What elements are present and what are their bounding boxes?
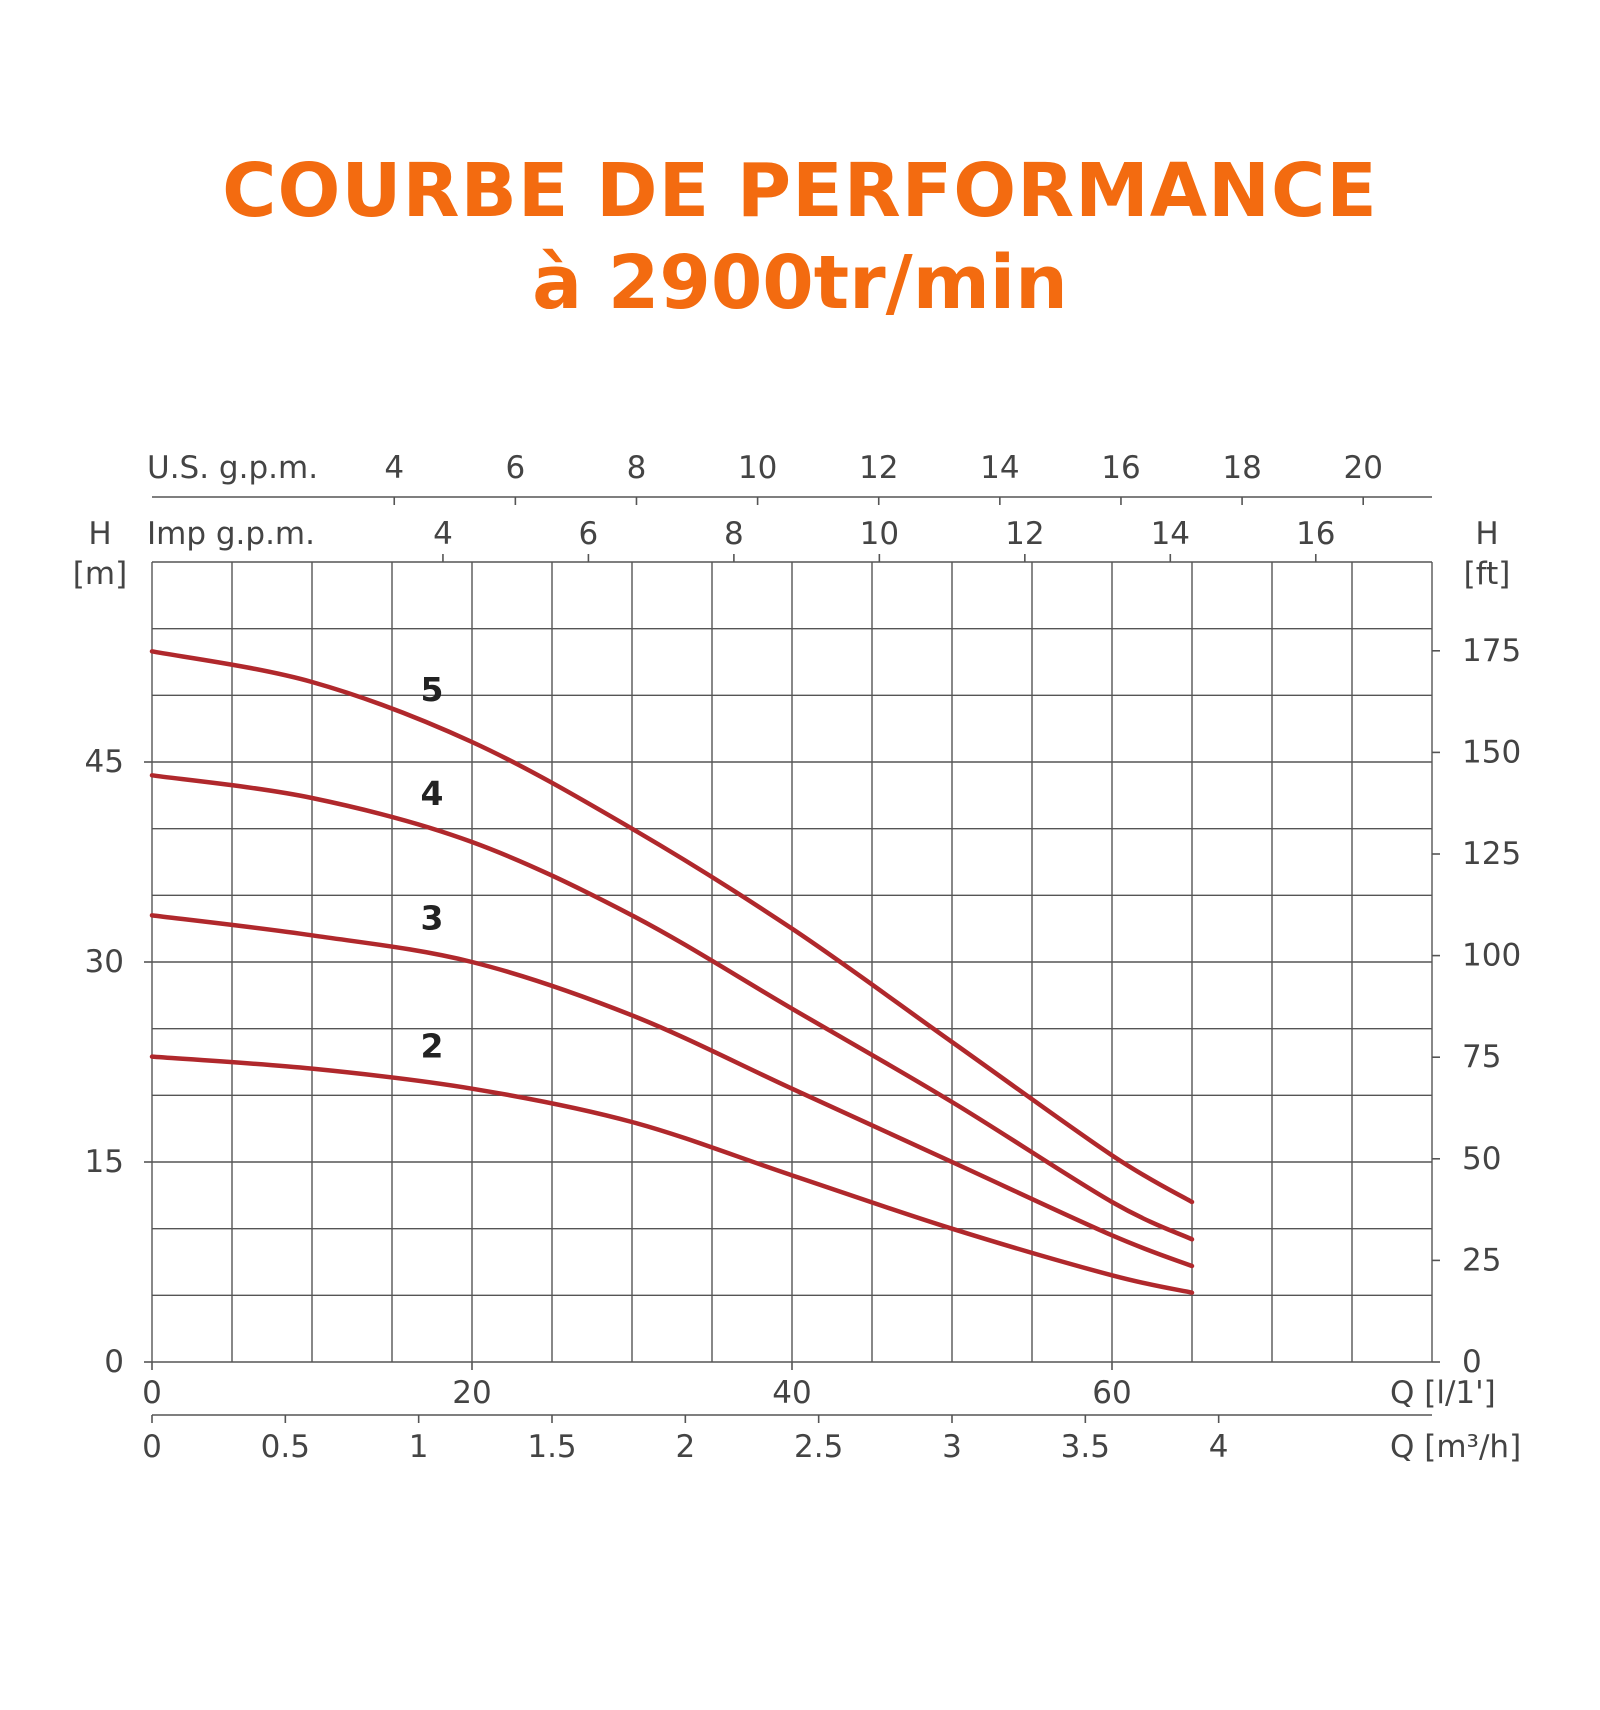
curve-3 xyxy=(149,913,1195,1269)
left-axis-unit: [m] xyxy=(73,556,127,592)
m3h-tick-label: 0.5 xyxy=(261,1429,310,1465)
ft-tick-label: 100 xyxy=(1462,938,1521,974)
m3h-tick-label: 3 xyxy=(942,1429,962,1465)
imp-gpm-tick-label: 12 xyxy=(1005,516,1044,552)
m3h-tick-label: 4 xyxy=(1209,1429,1229,1465)
curve-labels: 2 3 4 5 xyxy=(421,670,444,1066)
imp-gpm-tick-label: 4 xyxy=(433,516,453,552)
x-tick-label: 0 xyxy=(142,1375,162,1411)
m3h-tick-label: 1 xyxy=(409,1429,429,1465)
m3h-tick-label: 0 xyxy=(142,1429,162,1465)
us-gpm-tick-label: 14 xyxy=(980,450,1019,486)
us-gpm-tick-label: 8 xyxy=(627,450,647,486)
grid xyxy=(151,561,1433,1363)
curve-label-2: 2 xyxy=(421,1027,444,1066)
x-tick-label: 20 xyxy=(452,1375,491,1411)
m3h-tick-label: 2 xyxy=(675,1429,695,1465)
curves xyxy=(149,649,1195,1295)
curve-2 xyxy=(149,1054,1195,1295)
tick-labels: 0 20 40 600 0.5 1 1.5 2 2.5 3 3.5 44 6 8 10 12 14 16 18 204… xyxy=(85,450,1522,1465)
us-gpm-tick-label: 6 xyxy=(505,450,525,486)
m3h-tick-label: 3.5 xyxy=(1061,1429,1110,1465)
imp-gpm-tick-label: 16 xyxy=(1296,516,1335,552)
imp-gpm-tick-label: 14 xyxy=(1151,516,1190,552)
us-gpm-tick-label: 16 xyxy=(1101,450,1140,486)
curve-4 xyxy=(149,773,1195,1242)
chart-subtitle: à 2900tr/min xyxy=(532,240,1068,326)
curve-5 xyxy=(149,649,1195,1205)
y-tick-label: 30 xyxy=(85,944,124,980)
x-tick-label: 40 xyxy=(772,1375,811,1411)
ft-tick-label: 50 xyxy=(1462,1141,1501,1177)
us-gpm-tick-label: 4 xyxy=(384,450,404,486)
m3h-tick-label: 2.5 xyxy=(794,1429,843,1465)
x-tick-label: 60 xyxy=(1092,1375,1131,1411)
us-gpm-tick-label: 10 xyxy=(738,450,777,486)
imp-gpm-tick-label: 8 xyxy=(724,516,744,552)
ft-tick-label: 175 xyxy=(1462,633,1521,669)
imp-gpm-tick-label: 6 xyxy=(579,516,599,552)
us-gpm-tick-label: 12 xyxy=(859,450,898,486)
ft-tick-label: 150 xyxy=(1462,734,1521,770)
ft-tick-label: 125 xyxy=(1462,836,1521,872)
right-axis-unit: [ft] xyxy=(1464,556,1511,592)
left-axis-label: H xyxy=(88,516,111,552)
y-tick-label: 45 xyxy=(85,744,124,780)
y-tick-label: 0 xyxy=(104,1344,124,1380)
ft-tick-label: 25 xyxy=(1462,1242,1501,1278)
flow-m3h-axis-label: Q [m³/h] xyxy=(1390,1429,1521,1465)
us-gpm-tick-label: 18 xyxy=(1222,450,1261,486)
us-gpm-axis-label: U.S. g.p.m. xyxy=(147,450,318,486)
imp-gpm-axis-label: Imp g.p.m. xyxy=(147,516,315,552)
curve-label-3: 3 xyxy=(421,898,444,937)
ft-tick-label: 75 xyxy=(1462,1039,1501,1075)
us-gpm-tick-label: 20 xyxy=(1343,450,1382,486)
axes xyxy=(144,496,1440,1423)
chart-title: COURBE DE PERFORMANCE xyxy=(222,148,1378,234)
flow-lpm-axis-label: Q [l/1'] xyxy=(1390,1375,1496,1411)
y-tick-label: 15 xyxy=(85,1144,124,1180)
curve-label-4: 4 xyxy=(421,774,444,813)
imp-gpm-tick-label: 10 xyxy=(860,516,899,552)
right-axis-label: H xyxy=(1475,516,1498,552)
m3h-tick-label: 1.5 xyxy=(527,1429,576,1465)
curve-label-5: 5 xyxy=(421,670,444,709)
ft-tick-label: 0 xyxy=(1462,1344,1482,1380)
